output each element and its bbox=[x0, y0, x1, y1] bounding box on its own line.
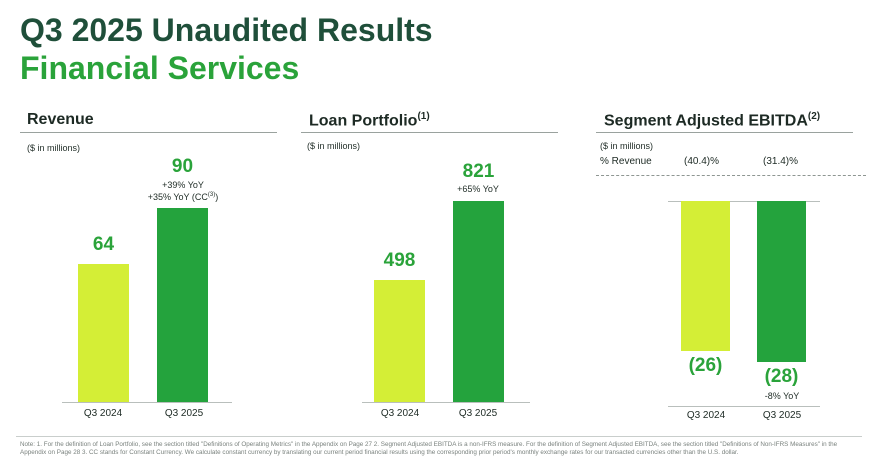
loan-bar-q3-2025 bbox=[453, 201, 504, 402]
revenue-title-rule bbox=[20, 132, 277, 133]
revenue-value-label-q3-2025: 90 bbox=[171, 156, 194, 177]
revenue-baseline bbox=[62, 402, 232, 403]
ebitda-growth-yoy: -8% YoY bbox=[764, 391, 800, 401]
ebitda-dashed-divider bbox=[596, 175, 866, 176]
loan-value-label-q3-2024: 498 bbox=[383, 250, 416, 272]
loan-title-rule bbox=[301, 132, 558, 133]
ebitda-pct-revenue-label: % Revenue bbox=[600, 156, 652, 167]
ebitda-value-label-q3-2024: (26) bbox=[688, 354, 723, 376]
revenue-value-label-q3-2024: 64 bbox=[92, 234, 115, 256]
revenue-growth-cc: +35% YoY (CC(3)) bbox=[147, 192, 219, 202]
ebitda-bar-q3-2025 bbox=[757, 201, 806, 362]
revenue-title: Revenue bbox=[27, 111, 94, 128]
ebitda-title: Segment Adjusted EBITDA(2) bbox=[604, 111, 821, 130]
loan-bar-q3-2024 bbox=[374, 280, 425, 402]
loan-title: Loan Portfolio(1) bbox=[309, 111, 430, 130]
ebitda-bar-q3-2024 bbox=[681, 201, 730, 351]
ebitda-zero-line bbox=[668, 201, 820, 202]
ebitda-value-label-q3-2025: (28) bbox=[764, 366, 799, 387]
revenue-growth-yoy: +39% YoY bbox=[162, 180, 204, 190]
loan-unit: ($ in millions) bbox=[307, 141, 361, 151]
ebitda-tick-q3-2024: Q3 2024 bbox=[686, 410, 726, 421]
page-subtitle: Financial Services bbox=[20, 50, 300, 86]
revenue-bar-q3-2025 bbox=[157, 208, 208, 402]
ebitda-pct-revenue-q3-2025: (31.4)% bbox=[763, 156, 799, 167]
ebitda-pct-revenue-q3-2024: (40.4)% bbox=[684, 156, 720, 167]
loan-tick-q3-2024: Q3 2024 bbox=[380, 408, 420, 419]
footnote-divider bbox=[16, 436, 862, 437]
ebitda-unit: ($ in millions) bbox=[600, 141, 654, 151]
revenue-tick-q3-2024: Q3 2024 bbox=[83, 408, 123, 419]
page-title: Q3 2025 Unaudited Results bbox=[20, 12, 433, 48]
revenue-unit: ($ in millions) bbox=[27, 143, 81, 153]
loan-baseline bbox=[362, 402, 530, 403]
footnote: Note: 1. For the definition of Loan Port… bbox=[20, 441, 838, 456]
loan-value-label-q3-2025: 821 bbox=[462, 161, 495, 182]
loan-growth-yoy: +65% YoY bbox=[457, 184, 499, 194]
revenue-bar-q3-2024 bbox=[78, 264, 129, 402]
revenue-tick-q3-2025: Q3 2025 bbox=[164, 408, 204, 419]
ebitda-tick-q3-2025: Q3 2025 bbox=[762, 410, 802, 421]
ebitda-baseline bbox=[668, 406, 820, 407]
loan-tick-q3-2025: Q3 2025 bbox=[458, 408, 498, 419]
ebitda-title-rule bbox=[596, 132, 853, 133]
